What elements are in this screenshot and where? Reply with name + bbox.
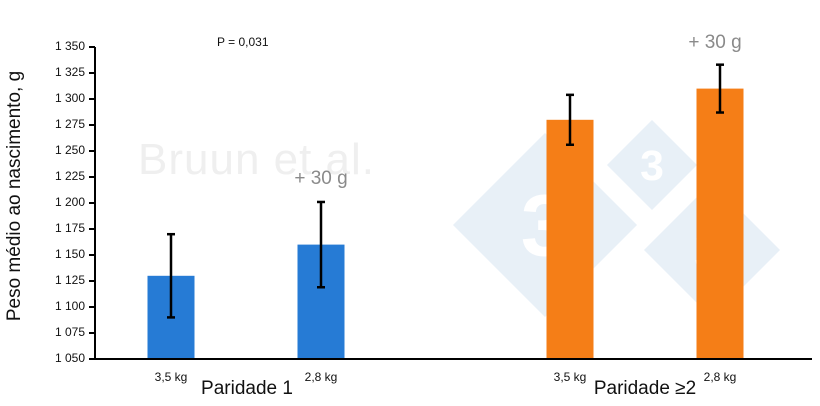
y-tick-label: 1 225 <box>54 169 85 183</box>
x-category-label: 3,5 kg <box>154 370 188 384</box>
y-tick-label: 1 075 <box>54 325 85 339</box>
y-tick-label: 1 300 <box>54 91 85 105</box>
y-tick-label: 1 325 <box>54 65 85 79</box>
y-tick-label: 1 150 <box>54 247 85 261</box>
y-tick-label: 1 200 <box>54 195 85 209</box>
y-axis-label: Peso médio ao nascimento, g <box>4 70 25 322</box>
x-category-label: 2,8 kg <box>304 370 338 384</box>
difference-annotation-parity-2: + 30 g <box>688 32 742 53</box>
bar <box>696 88 744 359</box>
y-tick-label: 1 125 <box>54 273 85 287</box>
axes <box>89 46 812 360</box>
logo-digit: 3 <box>640 142 664 190</box>
x-category-label: 2,8 kg <box>703 370 737 384</box>
y-tick-label: 1 250 <box>54 143 85 157</box>
source-watermark: Bruun et al. <box>138 135 376 184</box>
y-tick-label: 1 275 <box>54 117 85 131</box>
y-tick-label: 1 050 <box>54 351 85 365</box>
group-label: Paridade ≥2 <box>593 378 697 399</box>
p-value-annotation: P = 0,031 <box>217 35 269 49</box>
logo-diamond-icon <box>607 120 697 210</box>
y-tick-label: 1 100 <box>54 299 85 313</box>
bar <box>546 119 594 359</box>
y-tick-label: 1 350 <box>54 39 85 53</box>
group-label: Paridade 1 <box>201 378 293 399</box>
x-category-label: 3,5 kg <box>553 370 587 384</box>
y-tick-label: 1 175 <box>54 221 85 235</box>
error-bars-group <box>167 63 724 319</box>
difference-annotation-parity-1: + 30 g <box>294 168 348 189</box>
